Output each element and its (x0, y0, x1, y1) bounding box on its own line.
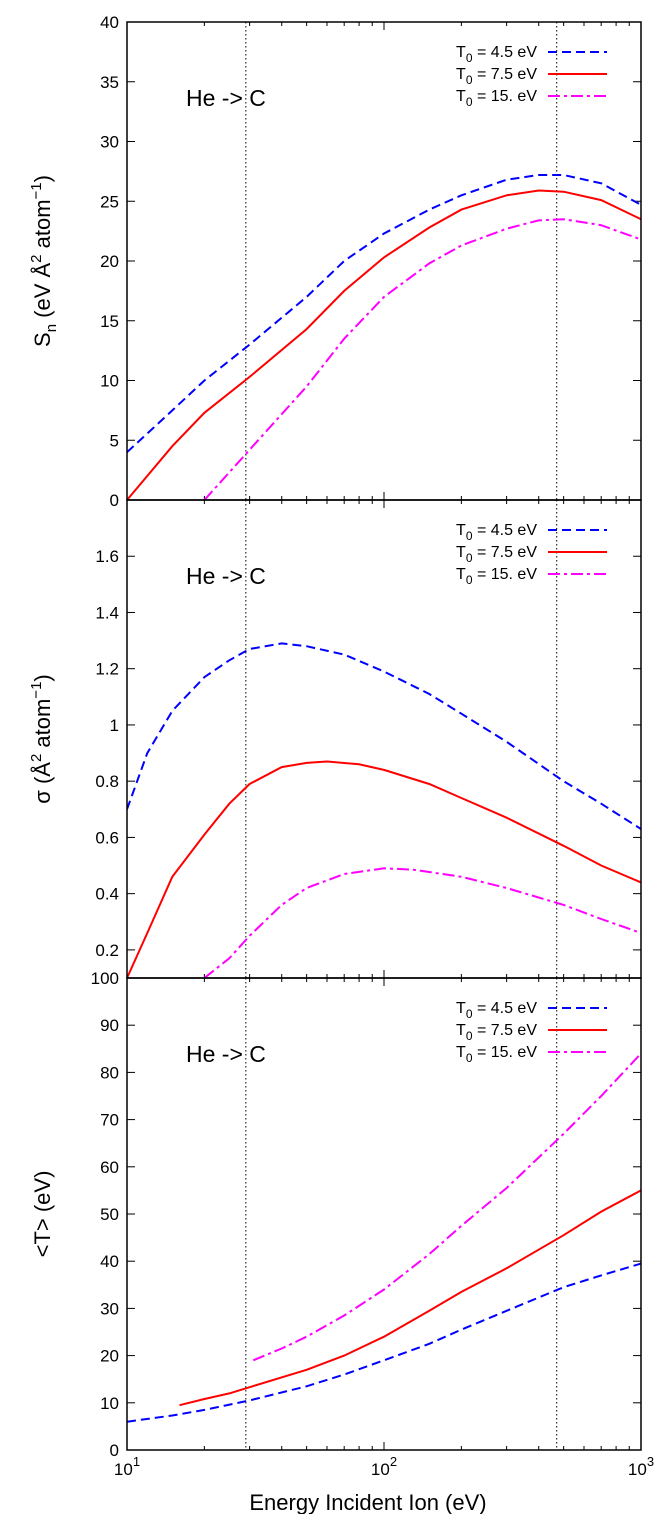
y-tick-label: 60 (100, 1158, 119, 1177)
y-tick-label: 1 (110, 716, 119, 735)
x-tick-label: 103 (628, 1454, 654, 1479)
panel-annotation: He -> C (186, 1041, 266, 1067)
y-tick-label: 100 (91, 969, 119, 988)
y-tick-label: 0.4 (95, 885, 119, 904)
x-axis: 101 102 103 Energy Incident Ion (eV) (114, 1454, 654, 1514)
y-tick-label: 0 (110, 1441, 119, 1460)
x-tick-label: 101 (114, 1454, 140, 1479)
y-tick-label: 1.6 (95, 547, 119, 566)
y-tick-label: 0.2 (95, 941, 119, 960)
y-tick-label: 20 (100, 252, 119, 271)
series-line-3 (203, 218, 641, 500)
y-axis-label: σ (Å2 atom−1) (28, 674, 55, 804)
series-line-1 (127, 642, 641, 830)
x-tick-label: 102 (371, 1454, 397, 1479)
y-tick-label: 10 (100, 372, 119, 391)
legend-label-3: T0 = 15. eV (456, 88, 537, 109)
y-tick-label: 0 (110, 491, 119, 510)
series-line-3 (252, 1052, 641, 1362)
series-line-1 (127, 1262, 641, 1423)
y-axis-label: <T> (eV) (30, 1171, 55, 1258)
y-tick-label: 1.4 (95, 603, 119, 622)
y-tick-label: 35 (100, 73, 119, 92)
legend-label-2: T0 = 7.5 eV (456, 544, 537, 565)
series-line-2 (127, 189, 641, 500)
legend-label-3: T0 = 15. eV (456, 566, 537, 587)
y-tick-label: 70 (100, 1111, 119, 1130)
legend-label-1: T0 = 4.5 eV (456, 522, 537, 543)
y-tick-label: 50 (100, 1205, 119, 1224)
y-tick-label: 30 (100, 133, 119, 152)
y-tick-label: 30 (100, 1299, 119, 1318)
x-axis-label: Energy Incident Ion (eV) (249, 1490, 486, 1514)
legend-label-1: T0 = 4.5 eV (456, 1000, 537, 1021)
y-tick-label: 1.2 (95, 660, 119, 679)
legend-label-2: T0 = 7.5 eV (456, 1022, 537, 1043)
legend-label-2: T0 = 7.5 eV (456, 66, 537, 87)
y-tick-label: 0.6 (95, 828, 119, 847)
y-axis-label: Sn (eV Å2 atom−1) (28, 175, 60, 347)
y-tick-label: 40 (100, 1252, 119, 1271)
y-tick-label: 90 (100, 1016, 119, 1035)
legend-label-3: T0 = 15. eV (456, 1044, 537, 1065)
y-tick-label: 0.8 (95, 772, 119, 791)
y-tick-label: 10 (100, 1394, 119, 1413)
y-tick-label: 20 (100, 1347, 119, 1366)
series-line-2 (127, 760, 641, 978)
series-line-1 (127, 174, 641, 453)
y-tick-label: 25 (100, 192, 119, 211)
panel-annotation: He -> C (186, 85, 266, 111)
y-tick-label: 80 (100, 1063, 119, 1082)
legend-label-1: T0 = 4.5 eV (456, 44, 537, 65)
y-tick-label: 15 (100, 312, 119, 331)
panel-annotation: He -> C (186, 563, 266, 589)
series-line-2 (179, 1189, 641, 1407)
series-line-3 (203, 867, 641, 978)
y-tick-label: 40 (100, 13, 119, 32)
plot-frame (126, 977, 642, 1451)
y-tick-label: 5 (110, 431, 119, 450)
